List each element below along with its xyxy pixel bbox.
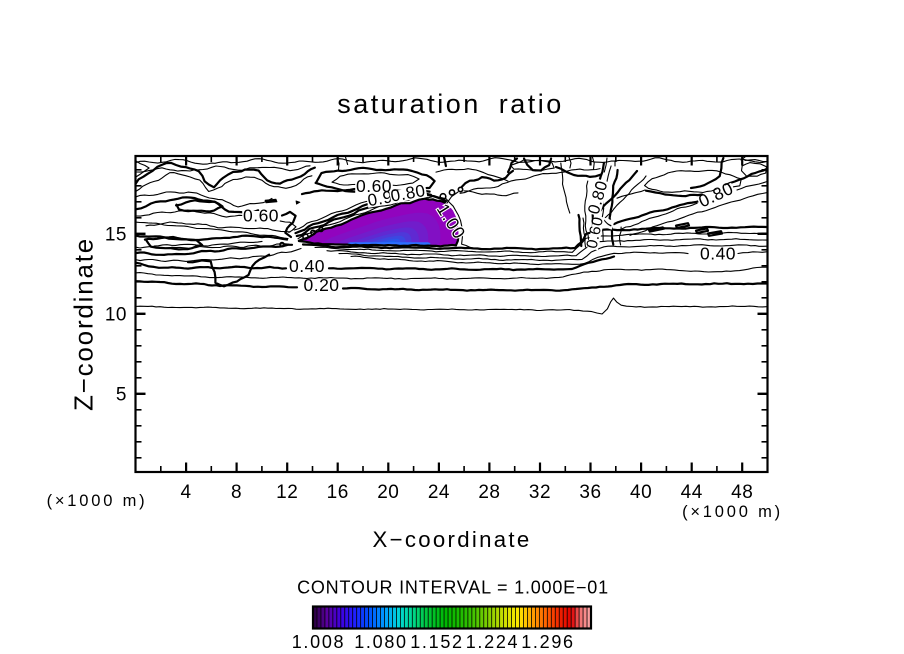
svg-text:28: 28	[478, 482, 500, 503]
svg-text:24: 24	[428, 482, 450, 503]
svg-text:0.60: 0.60	[243, 205, 279, 225]
svg-text:4: 4	[181, 482, 192, 503]
svg-text:48: 48	[731, 482, 753, 503]
svg-text:1.008: 1.008	[292, 632, 346, 652]
svg-text:16: 16	[327, 482, 349, 503]
svg-text:1.224: 1.224	[466, 632, 520, 652]
svg-text:12: 12	[276, 482, 298, 503]
svg-text:X−coordinate: X−coordinate	[373, 527, 532, 552]
svg-text:0.60: 0.60	[584, 215, 607, 250]
svg-text:1.296: 1.296	[521, 632, 575, 652]
svg-text:saturation ratio: saturation ratio	[337, 89, 564, 119]
svg-text:32: 32	[529, 482, 551, 503]
svg-text:(×1000 m): (×1000 m)	[47, 492, 148, 510]
svg-text:CONTOUR INTERVAL = 1.000E−01: CONTOUR INTERVAL = 1.000E−01	[297, 578, 609, 598]
svg-text:40: 40	[630, 482, 652, 503]
svg-text:0.40: 0.40	[289, 256, 325, 276]
svg-text:0.60: 0.60	[356, 176, 392, 196]
svg-text:15: 15	[105, 225, 127, 246]
svg-text:Z−coordinate: Z−coordinate	[69, 237, 99, 411]
svg-text:0.20: 0.20	[303, 275, 339, 295]
svg-text:1.152: 1.152	[410, 632, 464, 652]
svg-text:0.40: 0.40	[700, 243, 736, 263]
svg-text:8: 8	[231, 482, 242, 503]
svg-text:1.080: 1.080	[354, 632, 408, 652]
svg-text:5: 5	[116, 385, 127, 406]
svg-text:36: 36	[579, 482, 601, 503]
svg-text:44: 44	[681, 482, 703, 503]
svg-text:10: 10	[105, 305, 127, 326]
svg-text:20: 20	[377, 482, 399, 503]
svg-text:(×1000 m): (×1000 m)	[682, 503, 783, 521]
